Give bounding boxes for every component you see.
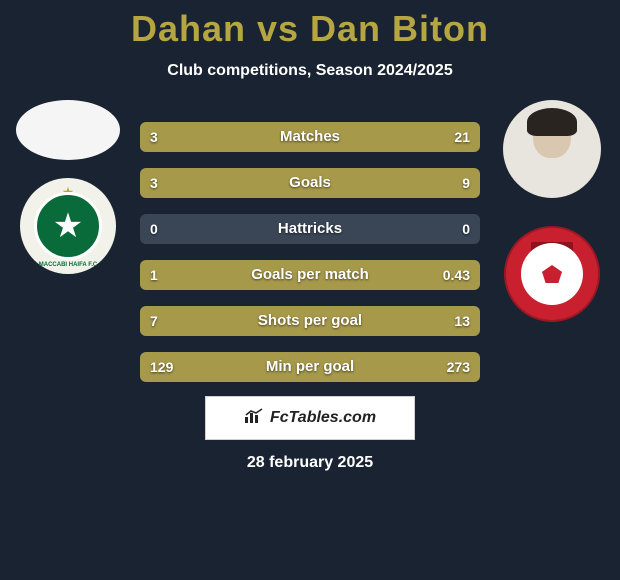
stat-row: 39Goals xyxy=(140,168,480,198)
club-badge-left: ★ MACCABI HAIFA F.C xyxy=(20,178,116,274)
soccer-ball-icon xyxy=(521,243,583,305)
club-badge-left-inner xyxy=(34,192,102,260)
brand-badge[interactable]: FcTables.com xyxy=(205,396,415,440)
brand-text: FcTables.com xyxy=(270,409,376,427)
left-player-column: ★ MACCABI HAIFA F.C xyxy=(8,100,128,274)
stat-label: Matches xyxy=(140,122,480,152)
right-player-column xyxy=(492,100,612,322)
stat-row: 129273Min per goal xyxy=(140,352,480,382)
stat-label: Goals xyxy=(140,168,480,198)
stat-label: Min per goal xyxy=(140,352,480,382)
page-subtitle: Club competitions, Season 2024/2025 xyxy=(0,62,620,80)
stat-row: 713Shots per goal xyxy=(140,306,480,336)
player-avatar-left xyxy=(16,100,120,160)
stat-label: Shots per goal xyxy=(140,306,480,336)
stat-label: Goals per match xyxy=(140,260,480,290)
page-title: Dahan vs Dan Biton xyxy=(0,8,620,50)
stat-label: Hattricks xyxy=(140,214,480,244)
chart-icon xyxy=(244,408,264,429)
stat-row: 00Hattricks xyxy=(140,214,480,244)
stat-row: 321Matches xyxy=(140,122,480,152)
header: Dahan vs Dan Biton Club competitions, Se… xyxy=(0,0,620,80)
player-avatar-right xyxy=(503,100,601,198)
stats-container: 321Matches 39Goals 00Hattricks 10.43Goals p… xyxy=(140,122,480,398)
club-badge-left-ring: MACCABI HAIFA F.C xyxy=(20,262,116,268)
footer-date: 28 february 2025 xyxy=(0,454,620,472)
stat-row: 10.43Goals per match xyxy=(140,260,480,290)
club-badge-right xyxy=(504,226,600,322)
